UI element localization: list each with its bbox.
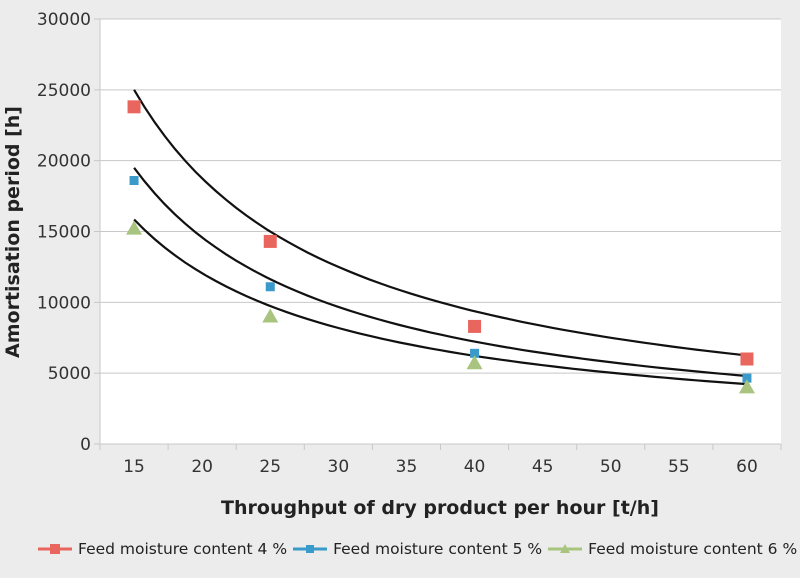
trendline-series-1 — [133, 89, 748, 357]
trendline-series-3 — [133, 218, 747, 386]
x-tick-label: 30 — [328, 457, 350, 477]
x-tick-label: 45 — [532, 457, 554, 477]
y-tick-label: 20000 — [37, 152, 91, 172]
data-point-series-1 — [468, 319, 482, 333]
legend-key-4-icon — [38, 544, 72, 554]
x-axis-title: Throughput of dry product per hour [t/h] — [221, 497, 659, 519]
data-point-series-2 — [742, 373, 752, 383]
y-tick-label: 15000 — [37, 223, 91, 243]
data-point-series-3 — [738, 379, 755, 394]
data-point-series-1 — [740, 352, 754, 366]
y-tick-label: 10000 — [37, 293, 91, 313]
x-tick-label: 15 — [123, 457, 145, 477]
data-point-series-3 — [466, 355, 483, 370]
y-axis-title: Amortisation period [h] — [2, 106, 24, 358]
data-point-series-2 — [265, 282, 275, 292]
data-point-series-3 — [126, 220, 143, 235]
legend-item-5: Feed moisture content 5 % — [293, 540, 542, 558]
x-tick-label: 20 — [191, 457, 213, 477]
legend-item-6: Feed moisture content 6 % — [548, 540, 797, 558]
trendline-series-2 — [133, 167, 747, 378]
x-tick-label: 40 — [464, 457, 486, 477]
data-point-series-2 — [129, 176, 139, 185]
data-point-series-1 — [127, 100, 141, 114]
data-point-series-3 — [262, 308, 279, 323]
legend-key-6-icon — [548, 544, 583, 553]
x-tick-label: 25 — [259, 457, 281, 477]
legend-label-4: Feed moisture content 4 % — [78, 540, 288, 558]
legend-label-5: Feed moisture content 5 % — [333, 540, 543, 558]
legend: Feed moisture content 4 % Feed moisture … — [38, 540, 800, 558]
legend-item-4: Feed moisture content 4 % — [38, 540, 287, 558]
data-point-series-2 — [470, 348, 480, 358]
legend-label-6: Feed moisture content 6 % — [588, 540, 798, 558]
y-tick-label: 30000 — [37, 10, 91, 30]
x-tick-label: 60 — [736, 457, 758, 477]
y-tick-label: 0 — [80, 435, 91, 455]
x-tick-label: 50 — [600, 457, 622, 477]
data-point-series-1 — [263, 234, 277, 248]
legend-key-5-icon — [293, 545, 328, 553]
x-tick-label: 35 — [396, 457, 418, 477]
y-tick-label: 25000 — [37, 81, 91, 101]
chart: 0 5000 10000 15000 20000 25000 30000 15 20 25 30 35… — [2, 10, 782, 519]
y-tick-label: 5000 — [48, 364, 91, 384]
x-tick-label: 55 — [668, 457, 690, 477]
